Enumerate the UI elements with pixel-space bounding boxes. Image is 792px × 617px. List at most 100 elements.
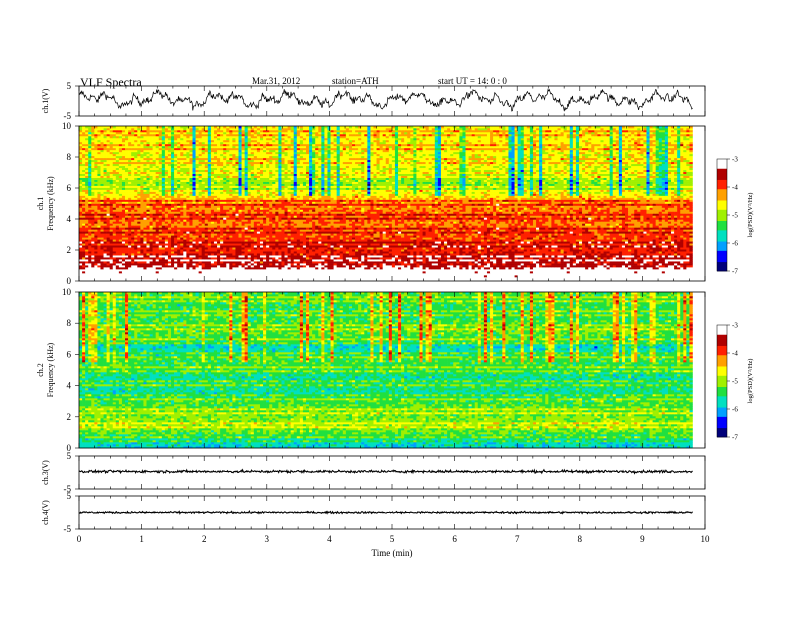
spectrogram-cell — [447, 257, 450, 259]
spectrogram-cell — [337, 265, 340, 267]
spectrogram-cell — [131, 271, 134, 273]
spectrogram-cell — [140, 265, 143, 267]
spectrogram-cell — [634, 277, 637, 279]
spectrogram-cell — [613, 255, 616, 257]
spectrogram-cell — [373, 261, 376, 263]
spectrogram-cell — [637, 259, 640, 261]
spectrogram-cell — [631, 263, 634, 265]
spectrogram-cell — [131, 269, 134, 271]
spectrogram-cell — [153, 235, 156, 237]
spectrogram-cell — [637, 267, 640, 269]
spectrogram-cell — [643, 259, 646, 261]
spectrogram-cell — [536, 243, 539, 245]
spectrogram-cell — [622, 267, 625, 269]
spectrogram-cell — [309, 245, 312, 247]
spectrogram-cell — [125, 277, 128, 279]
spectrogram-cell — [205, 263, 208, 265]
spectrogram-cell — [591, 235, 594, 237]
spectrogram-cell — [337, 237, 340, 239]
spectrogram-cell — [419, 269, 422, 271]
spectrogram-cell — [260, 253, 263, 255]
spectrogram-cell — [79, 231, 82, 233]
spectrogram-cell — [625, 239, 628, 241]
spectrogram-cell — [502, 245, 505, 247]
spectrogram-cell — [548, 255, 551, 257]
spectrogram-cell — [125, 257, 128, 259]
spectrogram-cell — [576, 239, 579, 241]
spectrogram-cell — [496, 241, 499, 243]
spectrogram-cell — [435, 269, 438, 271]
spectrogram-cell — [242, 269, 245, 271]
spectrogram-cell — [579, 235, 582, 237]
spectrogram-cell — [634, 267, 637, 269]
spectrogram-cell — [548, 251, 551, 253]
spectrogram-cell — [346, 273, 349, 275]
spectrogram-cell — [168, 243, 171, 245]
spectrogram-cell — [475, 253, 478, 255]
spectrogram-cell — [459, 267, 462, 269]
spectrogram-cell — [88, 235, 91, 237]
spectrogram-cell — [386, 269, 389, 271]
spectrogram-cell — [189, 231, 192, 233]
spectrogram-cell — [582, 237, 585, 239]
spectrogram-cell — [441, 245, 444, 247]
spectrogram-cell — [318, 247, 321, 249]
spectrogram-cell — [671, 255, 674, 257]
spectrogram-cell — [278, 257, 281, 259]
spectrogram-cell — [272, 275, 275, 277]
spectrogram-cell — [205, 241, 208, 243]
spectrogram-cell — [508, 245, 511, 247]
spectrogram-cell — [622, 271, 625, 273]
spectrogram-cell — [515, 235, 518, 237]
spectrogram-cell — [156, 275, 159, 277]
spectrogram-cell — [392, 271, 395, 273]
spectrogram-cell — [146, 267, 149, 269]
spectrogram-cell — [567, 271, 570, 273]
spectrogram-cell — [377, 249, 380, 251]
spectrogram-cell — [490, 275, 493, 277]
spectrogram-cell — [226, 233, 229, 235]
spectrogram-cell — [211, 257, 214, 259]
spectrogram-cell — [383, 257, 386, 259]
spectrogram-cell — [674, 261, 677, 263]
spectrogram-cell — [579, 265, 582, 267]
spectrogram-cell — [398, 245, 401, 247]
spectrogram-cell — [462, 269, 465, 271]
spectrogram-cell — [343, 261, 346, 263]
spectrogram-cell — [637, 269, 640, 271]
spectrogram-cell — [650, 275, 653, 277]
spectrogram-cell — [226, 253, 229, 255]
spectrogram-cell — [386, 277, 389, 279]
spectrogram-cell — [208, 259, 211, 261]
spectrogram-cell — [125, 259, 128, 261]
spectrogram-cell — [634, 247, 637, 249]
spectrogram-cell — [432, 261, 435, 263]
spectrogram-cell — [435, 259, 438, 261]
spectrogram-cell — [183, 237, 186, 239]
spectrogram-cell — [91, 259, 94, 261]
spectrogram-cell — [438, 271, 441, 273]
spectrogram-cell — [653, 267, 656, 269]
spectrogram-cell — [628, 255, 631, 257]
spectrogram-cell — [429, 263, 432, 265]
spectrogram-cell — [85, 277, 88, 279]
spectrogram-cell — [613, 237, 616, 239]
spectrogram-cell — [205, 243, 208, 245]
spectrogram-cell — [481, 233, 484, 235]
spectrogram-cell — [331, 233, 334, 235]
spectrogram-cell — [631, 243, 634, 245]
spectrogram-cell — [331, 257, 334, 259]
spectrogram-cell — [177, 241, 180, 243]
spectrogram-cell — [85, 269, 88, 271]
spectrogram-cell — [85, 271, 88, 273]
spectrogram-cell — [490, 255, 493, 257]
spectrogram-cell — [334, 259, 337, 261]
spectrogram-cell — [143, 271, 146, 273]
spectrogram-cell — [217, 269, 220, 271]
spectrogram-cell — [625, 247, 628, 249]
spectrogram-cell — [653, 249, 656, 251]
spectrogram-cell — [352, 245, 355, 247]
spectrogram-cell — [162, 265, 165, 267]
spectrogram-cell — [303, 267, 306, 269]
spectrogram-cell — [134, 273, 137, 275]
